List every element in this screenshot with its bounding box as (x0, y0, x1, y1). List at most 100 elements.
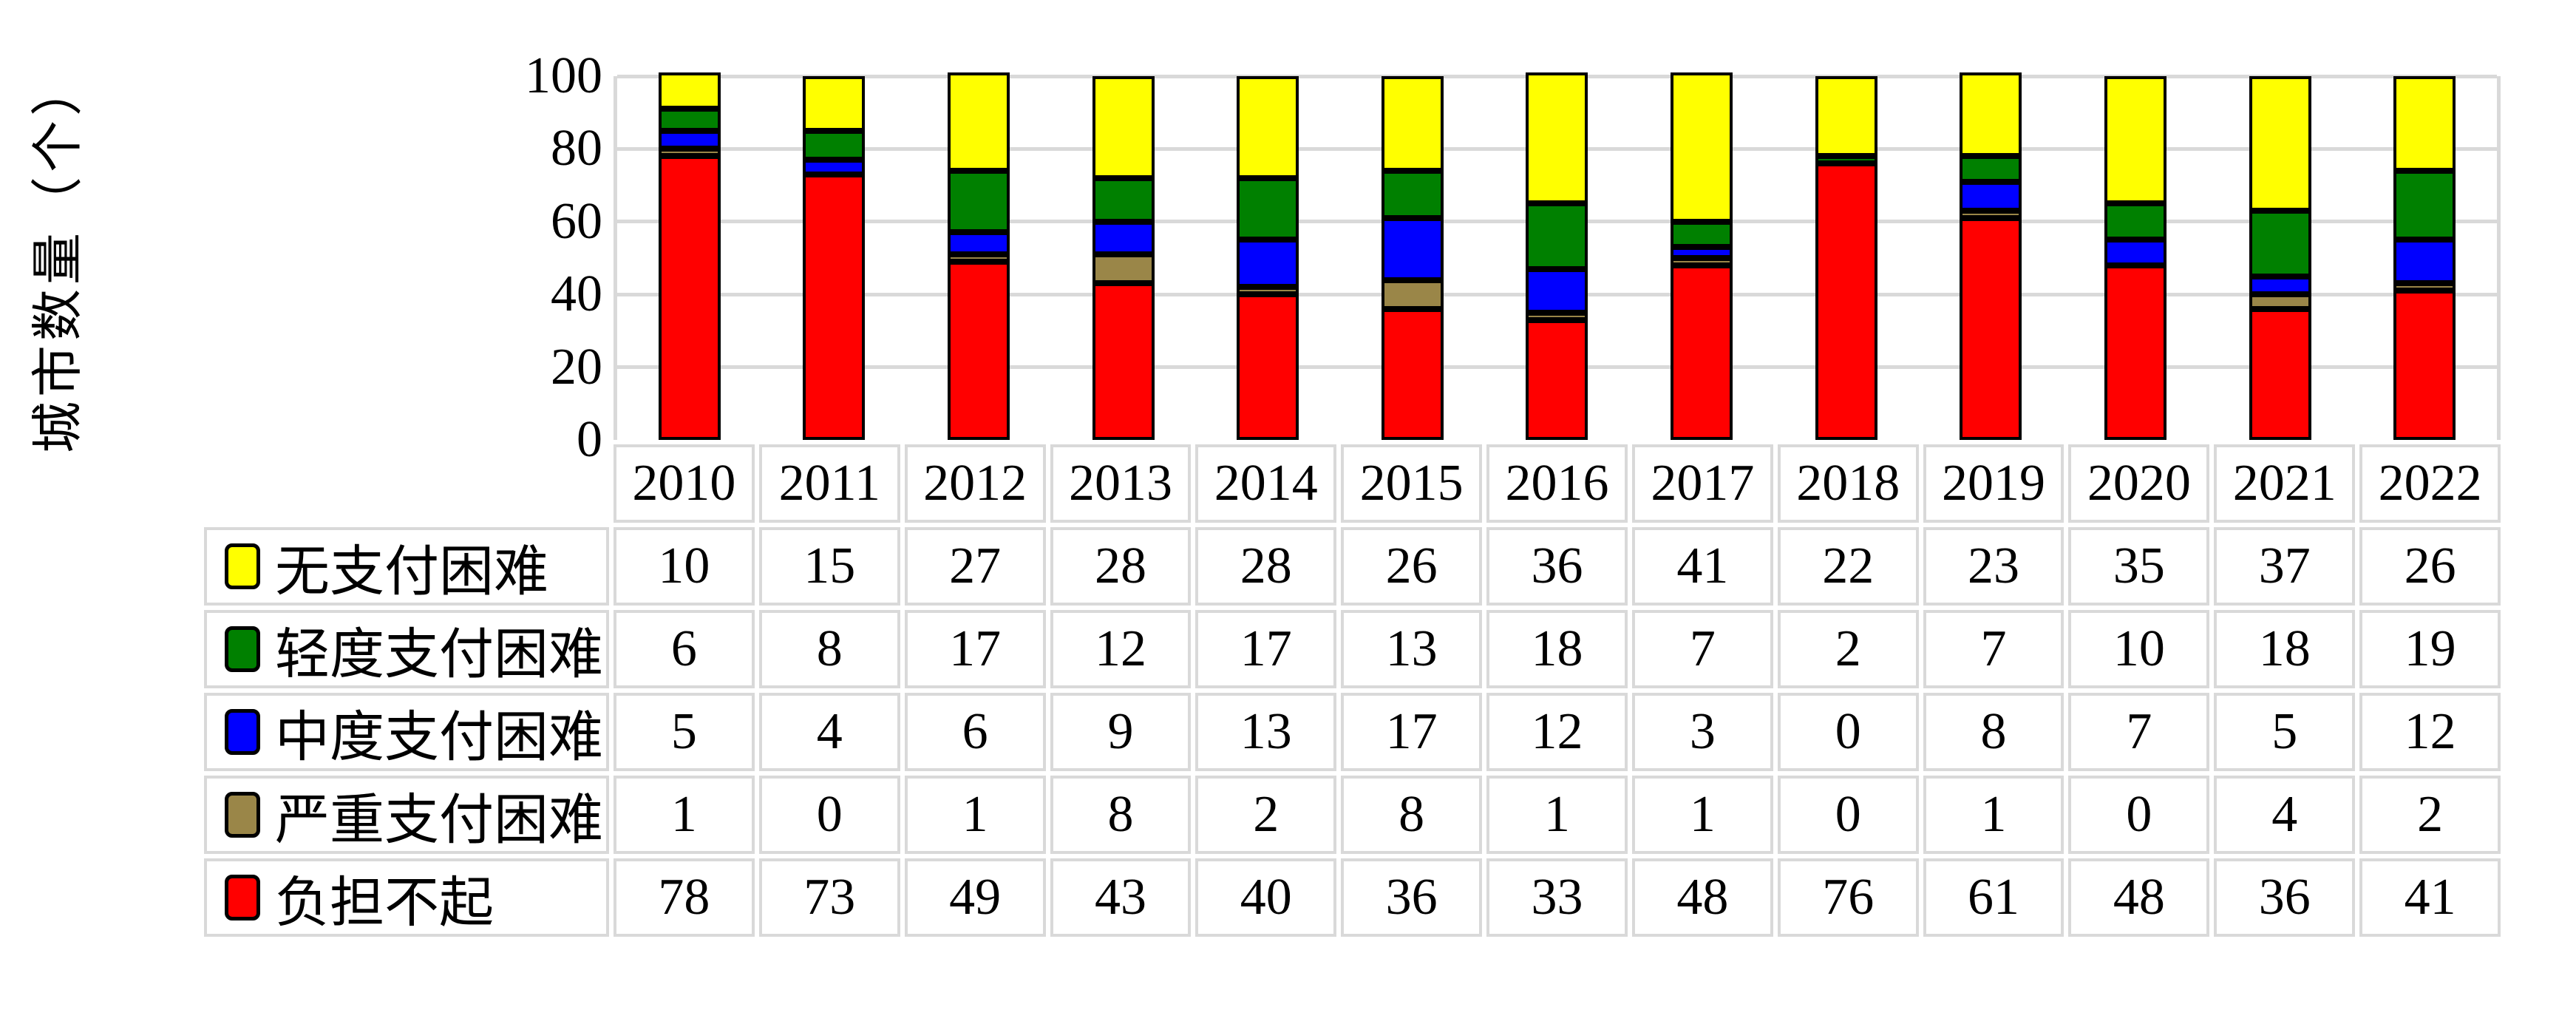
value-cell: 23 (1923, 527, 2064, 606)
bar-segment (1526, 312, 1588, 320)
value-cell: 13 (1341, 610, 1483, 688)
y-tick-label: 20 (551, 338, 602, 396)
bar-segment (658, 109, 721, 131)
value-cell: 36 (1486, 527, 1628, 606)
y-axis-tick-labels: 0 20 40 60 80 100 (414, 0, 602, 518)
value-cell: 26 (1341, 527, 1483, 606)
value-cell: 22 (1777, 527, 1919, 606)
value-cell: 76 (1777, 858, 1919, 937)
bar-segment (1237, 75, 1299, 178)
value-cell: 41 (2359, 858, 2501, 937)
legend-cell: 无支付困难 (204, 527, 609, 606)
bar-column-2012 (906, 72, 1051, 440)
bar-segment (1815, 163, 1877, 440)
bars-container (617, 72, 2497, 440)
bar-column-2022 (2352, 75, 2497, 440)
bar-segment (658, 130, 721, 149)
bar-column-2010 (617, 72, 762, 440)
year-header-cell: 2022 (2359, 444, 2501, 523)
bar-column-2019 (1918, 72, 2063, 440)
stacked-bar-2016 (1526, 72, 1588, 440)
value-cell: 1 (1486, 776, 1628, 854)
bar-column-2017 (1629, 72, 1774, 440)
value-cell: 6 (614, 610, 755, 688)
data-table: 2010 2011 2012 2013 2014 2015 2016 2017 2018 2019… (204, 444, 2501, 937)
value-cell: 28 (1050, 527, 1192, 606)
bar-segment (1381, 170, 1444, 218)
legend-cell: 负担不起 (204, 858, 609, 937)
value-cell: 12 (1486, 693, 1628, 771)
value-cell: 37 (2214, 527, 2356, 606)
bar-segment (1092, 283, 1155, 440)
bar-segment (1960, 72, 2022, 157)
value-cell: 26 (2359, 527, 2501, 606)
value-cell: 28 (1195, 527, 1337, 606)
value-cell: 33 (1486, 858, 1628, 937)
bar-segment (2104, 240, 2167, 265)
bar-segment (2393, 240, 2456, 284)
value-cell: 2 (1195, 776, 1337, 854)
bar-segment (2104, 203, 2167, 240)
bar-column-2018 (1774, 75, 1919, 440)
value-cell: 10 (2068, 610, 2210, 688)
bar-segment (1815, 156, 1877, 164)
value-cell: 7 (1923, 610, 2064, 688)
bar-segment (658, 149, 721, 157)
bar-segment (1092, 254, 1155, 284)
year-header-cell: 2010 (614, 444, 755, 523)
value-cell: 8 (1341, 776, 1483, 854)
value-cell: 49 (904, 858, 1046, 937)
bar-segment (1526, 72, 1588, 204)
value-cell: 35 (2068, 527, 2210, 606)
year-header-cell: 2019 (1923, 444, 2064, 523)
value-cell: 4 (758, 693, 900, 771)
plot-area (614, 72, 2501, 440)
value-cell: 1 (904, 776, 1046, 854)
bar-column-2013 (1051, 76, 1196, 440)
value-cell: 17 (1195, 610, 1337, 688)
year-header-cell: 2011 (758, 444, 900, 523)
value-cell: 12 (2359, 693, 2501, 771)
value-cell: 0 (758, 776, 900, 854)
bar-column-2011 (762, 76, 907, 440)
year-header-cell: 2013 (1050, 444, 1192, 523)
bar-segment (2393, 75, 2456, 171)
value-cell: 0 (1777, 776, 1919, 854)
year-header-cell: 2016 (1486, 444, 1628, 523)
y-tick-label: 40 (551, 265, 602, 323)
bar-segment (1671, 265, 1733, 440)
bar-segment (1526, 203, 1588, 269)
legend-cell: 严重支付困难 (204, 776, 609, 854)
value-cell: 2 (1777, 610, 1919, 688)
stacked-bar-2018 (1815, 75, 1877, 440)
year-header-cell: 2017 (1631, 444, 1773, 523)
value-cell: 0 (2068, 776, 2210, 854)
bar-segment (2104, 265, 2167, 440)
value-cell: 15 (758, 527, 900, 606)
value-cell: 36 (2214, 858, 2356, 937)
year-header-cell: 2015 (1341, 444, 1483, 523)
stacked-bar-2010 (658, 72, 721, 440)
bar-segment (1237, 287, 1299, 295)
year-header-cell: 2021 (2214, 444, 2356, 523)
bar-segment (1671, 257, 1733, 265)
legend-cell: 中度支付困难 (204, 693, 609, 771)
bar-segment (1381, 308, 1444, 440)
bar-segment (948, 232, 1010, 254)
legend-swatch-icon (225, 792, 260, 838)
value-cell: 40 (1195, 858, 1337, 937)
bar-segment (803, 160, 866, 174)
legend-swatch-icon (225, 709, 260, 755)
bar-segment (1092, 177, 1155, 222)
bar-segment (948, 72, 1010, 171)
bar-segment (1526, 268, 1588, 313)
value-cell: 48 (2068, 858, 2210, 937)
stacked-bar-2011 (803, 76, 866, 440)
value-cell: 17 (904, 610, 1046, 688)
bar-segment (2249, 76, 2311, 211)
bar-segment (2249, 211, 2311, 277)
stacked-bar-2015 (1381, 76, 1444, 440)
value-cell: 3 (1631, 693, 1773, 771)
legend-label: 无支付困难 (275, 541, 548, 603)
